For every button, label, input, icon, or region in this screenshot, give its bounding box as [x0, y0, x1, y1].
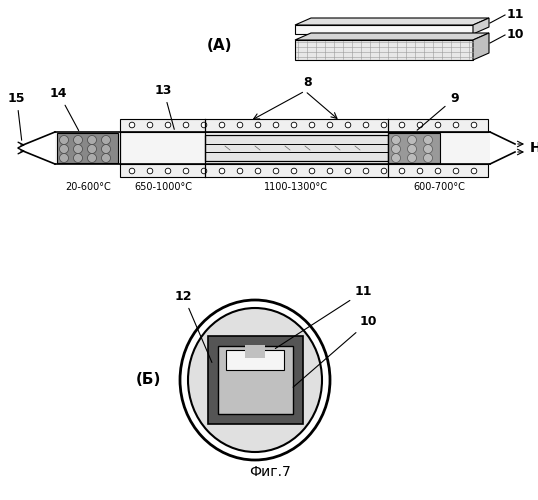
Circle shape — [102, 136, 110, 144]
Circle shape — [407, 144, 416, 154]
Circle shape — [345, 122, 351, 128]
Text: 15: 15 — [8, 92, 25, 140]
Polygon shape — [295, 18, 489, 25]
Circle shape — [407, 136, 416, 144]
Bar — [57, 133, 118, 163]
Circle shape — [417, 168, 423, 174]
Circle shape — [345, 168, 351, 174]
Circle shape — [237, 168, 243, 174]
Text: 13: 13 — [155, 84, 174, 130]
Bar — [218, 346, 293, 414]
Bar — [208, 336, 303, 424]
Circle shape — [435, 122, 441, 128]
Polygon shape — [473, 33, 489, 60]
Text: 9: 9 — [417, 92, 458, 130]
Text: 600-700°C: 600-700°C — [413, 182, 465, 192]
Circle shape — [453, 168, 459, 174]
Circle shape — [407, 154, 416, 162]
Circle shape — [88, 144, 96, 154]
Bar — [120, 119, 488, 132]
Text: 11: 11 — [507, 8, 525, 22]
Circle shape — [183, 122, 189, 128]
Circle shape — [392, 136, 400, 144]
Circle shape — [363, 168, 369, 174]
Circle shape — [60, 144, 68, 154]
Circle shape — [273, 168, 279, 174]
Circle shape — [219, 168, 225, 174]
Circle shape — [60, 154, 68, 162]
Text: 10: 10 — [293, 315, 378, 387]
Circle shape — [129, 122, 135, 128]
Bar — [120, 164, 488, 177]
Circle shape — [399, 168, 405, 174]
Text: Фиг.7: Фиг.7 — [249, 465, 291, 479]
Polygon shape — [473, 18, 489, 34]
Text: 14: 14 — [50, 87, 79, 130]
Circle shape — [219, 122, 225, 128]
Circle shape — [471, 168, 477, 174]
Polygon shape — [295, 25, 473, 34]
Circle shape — [435, 168, 441, 174]
Circle shape — [237, 122, 243, 128]
Circle shape — [453, 122, 459, 128]
Circle shape — [327, 122, 333, 128]
Ellipse shape — [188, 308, 322, 452]
Circle shape — [183, 168, 189, 174]
Bar — [55, 132, 490, 164]
Bar — [245, 345, 265, 358]
Circle shape — [147, 168, 153, 174]
Polygon shape — [295, 33, 489, 40]
Circle shape — [471, 122, 477, 128]
Text: 11: 11 — [275, 285, 372, 348]
Circle shape — [399, 122, 405, 128]
Circle shape — [392, 144, 400, 154]
Circle shape — [74, 144, 82, 154]
Circle shape — [255, 122, 261, 128]
Bar — [388, 133, 440, 163]
Circle shape — [129, 168, 135, 174]
Circle shape — [273, 122, 279, 128]
Circle shape — [363, 122, 369, 128]
Text: (А): (А) — [207, 38, 233, 52]
Circle shape — [327, 168, 333, 174]
Circle shape — [309, 122, 315, 128]
Bar — [205, 135, 388, 161]
Text: 650-1000°C: 650-1000°C — [134, 182, 192, 192]
Circle shape — [291, 168, 297, 174]
Circle shape — [165, 168, 171, 174]
Circle shape — [309, 168, 315, 174]
Circle shape — [423, 144, 433, 154]
Circle shape — [381, 122, 387, 128]
Circle shape — [392, 154, 400, 162]
Circle shape — [88, 136, 96, 144]
Text: 10: 10 — [507, 28, 525, 42]
Text: 12: 12 — [175, 290, 212, 362]
Circle shape — [147, 122, 153, 128]
Circle shape — [201, 168, 207, 174]
Polygon shape — [295, 40, 473, 60]
Circle shape — [102, 154, 110, 162]
Circle shape — [381, 168, 387, 174]
Circle shape — [255, 168, 261, 174]
Ellipse shape — [180, 300, 330, 460]
Circle shape — [74, 136, 82, 144]
Circle shape — [291, 122, 297, 128]
Text: He: He — [530, 141, 538, 155]
Text: 1100-1300°C: 1100-1300°C — [264, 182, 328, 192]
Circle shape — [423, 136, 433, 144]
Circle shape — [60, 136, 68, 144]
Text: (Б): (Б) — [136, 372, 161, 388]
Bar — [226, 350, 284, 370]
Text: 20-600°C: 20-600°C — [65, 182, 111, 192]
Circle shape — [102, 144, 110, 154]
Circle shape — [88, 154, 96, 162]
Circle shape — [165, 122, 171, 128]
Text: 8: 8 — [303, 76, 313, 89]
Circle shape — [201, 122, 207, 128]
Circle shape — [74, 154, 82, 162]
Circle shape — [423, 154, 433, 162]
Circle shape — [417, 122, 423, 128]
